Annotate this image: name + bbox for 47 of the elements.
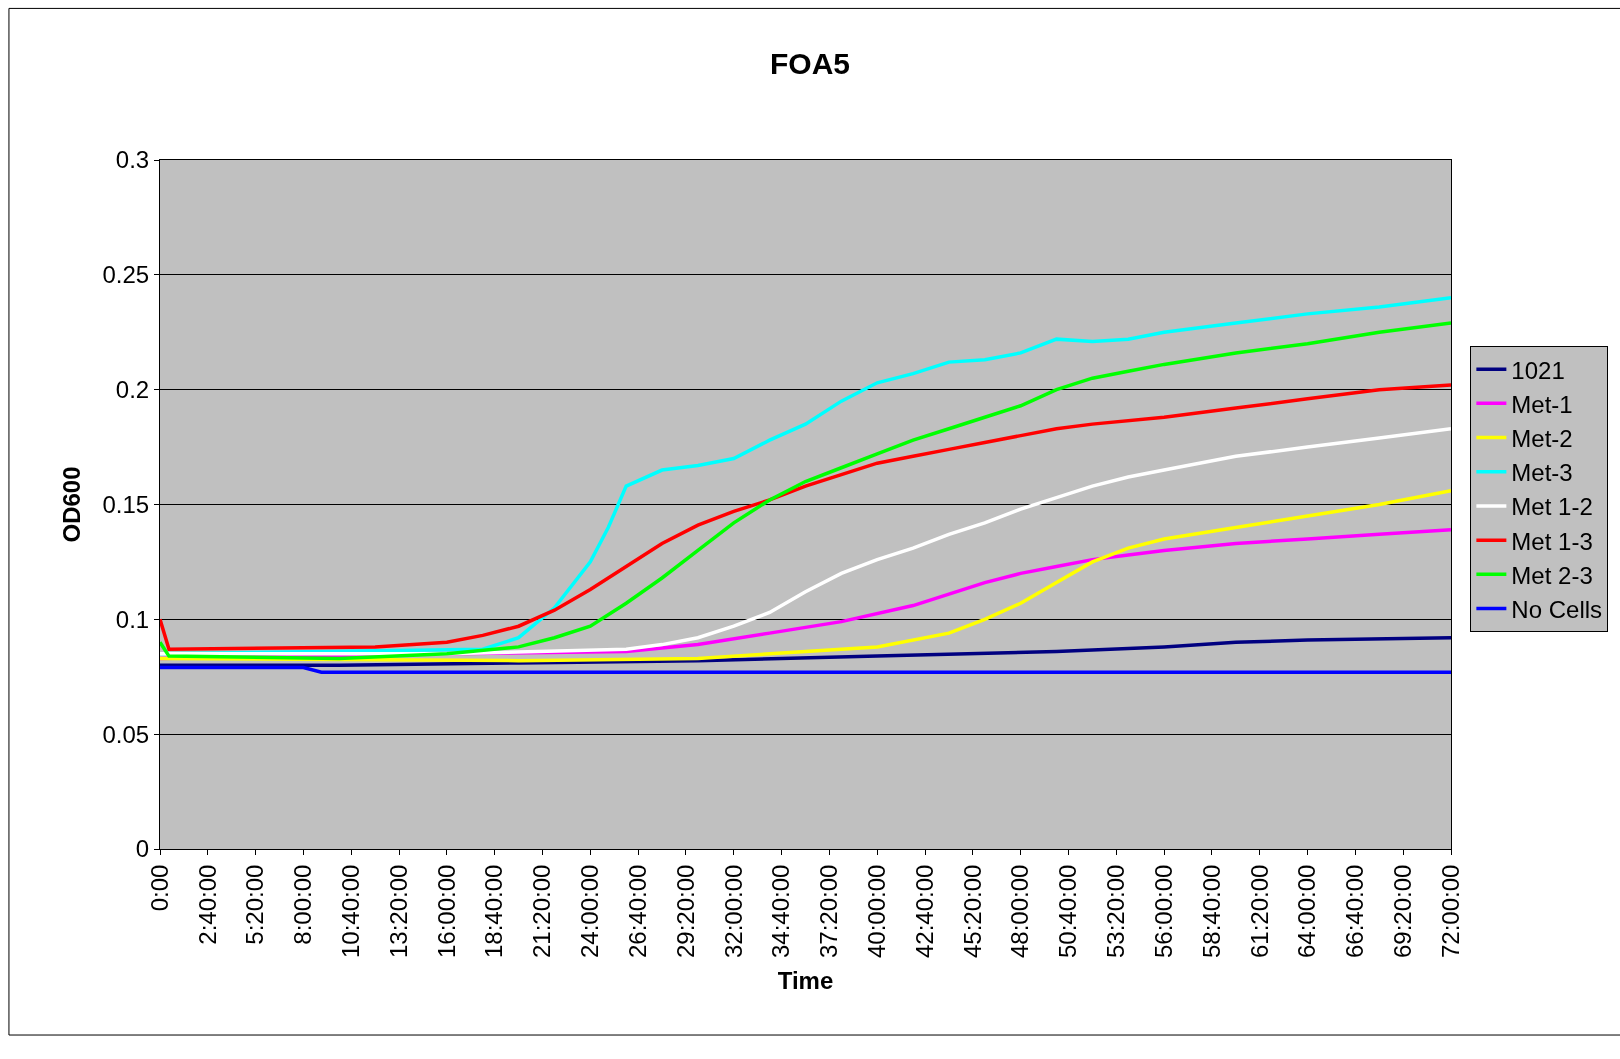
x-tick-label: 56:00:00 <box>1149 864 1177 959</box>
legend-label: Met 2-3 <box>1511 561 1593 589</box>
x-tick-label: 64:00:00 <box>1293 864 1321 959</box>
x-tick-label: 29:20:00 <box>671 864 699 959</box>
x-tick-label: 26:40:00 <box>623 864 651 959</box>
x-tick-label: 24:00:00 <box>576 864 604 959</box>
legend-label: Met 1-3 <box>1511 527 1593 555</box>
x-tick-label: 8:00:00 <box>289 864 317 945</box>
x-tick-label: 16:00:00 <box>432 864 460 959</box>
legend-label: Met-3 <box>1511 459 1573 487</box>
x-axis-title: Time <box>777 967 834 995</box>
y-tick-label: 0.3 <box>115 146 150 174</box>
x-tick-label: 40:00:00 <box>863 864 891 959</box>
y-tick-label: 0.1 <box>115 605 150 633</box>
line-series <box>160 635 1451 668</box>
legend-label: 1021 <box>1511 356 1565 384</box>
x-tick-label: 13:20:00 <box>384 864 412 959</box>
x-tick-label: 0:00 <box>145 864 173 912</box>
x-tick-label: 45:20:00 <box>958 864 986 959</box>
x-tick-label: 10:40:00 <box>337 864 365 959</box>
legend-label: Met-2 <box>1511 424 1573 452</box>
chart-title: FOA5 <box>769 46 851 80</box>
y-axis-title: OD600 <box>57 466 85 543</box>
x-tick-label: 34:40:00 <box>767 864 795 959</box>
x-tick-label: 5:20:00 <box>241 864 269 945</box>
legend-label: Met-1 <box>1511 390 1573 418</box>
y-tick-label: 0.2 <box>115 376 150 404</box>
x-tick-label: 21:20:00 <box>528 864 556 959</box>
x-tick-label: 2:40:00 <box>193 864 221 945</box>
x-tick-label: 50:40:00 <box>1054 864 1082 959</box>
x-tick-label: 61:20:00 <box>1245 864 1273 959</box>
y-tick-label: 0.15 <box>102 490 150 518</box>
x-tick-label: 58:40:00 <box>1197 864 1225 959</box>
y-tick-label: 0.25 <box>102 261 150 289</box>
x-tick-label: 32:00:00 <box>719 864 747 959</box>
x-tick-label: 42:40:00 <box>910 864 938 959</box>
x-tick-label: 37:20:00 <box>815 864 843 959</box>
x-tick-label: 66:40:00 <box>1341 864 1369 959</box>
legend-label: Met 1-2 <box>1511 493 1593 521</box>
x-tick-label: 69:20:00 <box>1388 864 1416 959</box>
y-tick-label: 0.05 <box>102 720 150 748</box>
x-tick-label: 18:40:00 <box>480 864 508 959</box>
x-tick-label: 48:00:00 <box>1006 864 1034 959</box>
y-tick-label: 0 <box>135 835 150 863</box>
legend-label: No Cells <box>1511 595 1603 623</box>
x-tick-label: 72:00:00 <box>1436 864 1464 959</box>
x-tick-label: 53:20:00 <box>1102 864 1130 959</box>
